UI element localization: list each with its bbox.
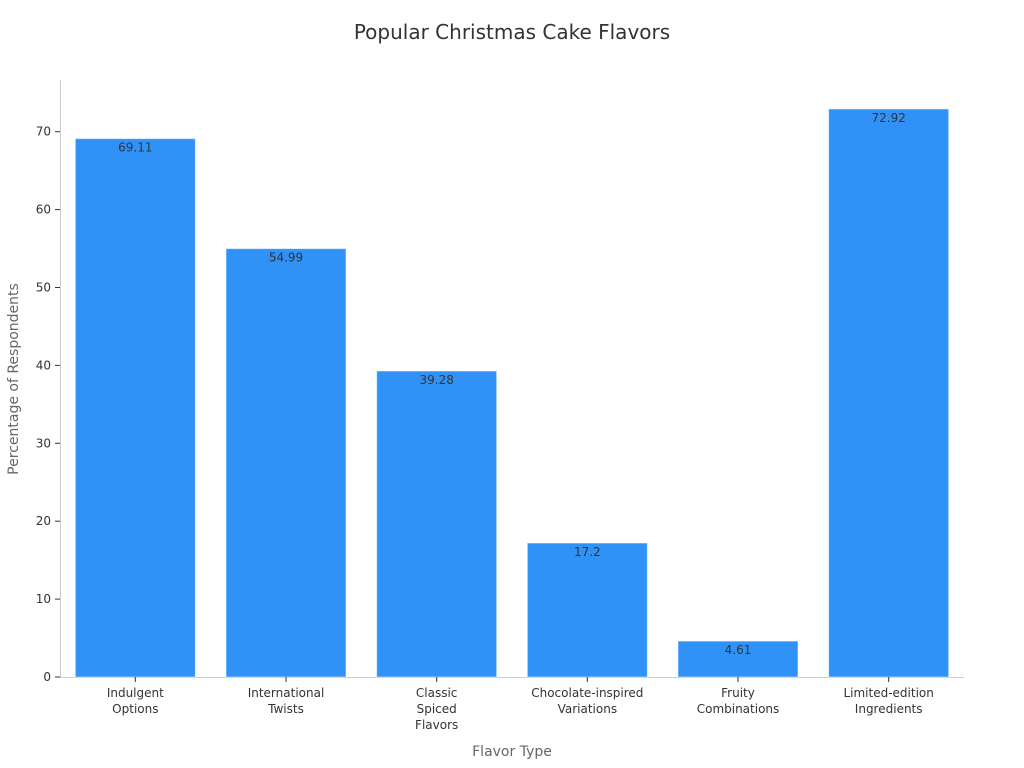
bar-data-label: 54.99 [269,251,303,265]
bar-data-label: 72.92 [871,111,905,125]
bar-data-label: 4.61 [725,643,752,657]
y-tick-label: 20 [36,514,51,528]
x-tick-label: Limited-edition Ingredients [843,686,933,716]
x-tick-label-line: Fruity [721,686,755,700]
data-labels: 69.11 54.99 39.28 17.2 4.61 72.92 [118,111,906,657]
x-tick-label-line: Twists [267,702,304,716]
bar[interactable] [526,542,648,678]
x-tick-label-line: Variations [558,702,618,716]
y-tick-label: 60 [36,203,51,217]
bar[interactable] [225,248,347,678]
bar[interactable] [376,370,498,678]
y-tick-label: 10 [36,592,51,606]
x-ticks: Indulgent Options International Twists Class… [107,677,934,732]
bar-data-label: 17.2 [574,545,601,559]
x-tick-label-line: Classic [416,686,458,700]
y-tick-label: 70 [36,125,51,139]
x-tick-label-line: Limited-edition [843,686,933,700]
bars [74,108,950,678]
bar[interactable] [677,640,799,678]
bar[interactable] [74,138,196,678]
axes [60,80,964,678]
x-tick-label-line: Combinations [697,702,780,716]
bar-data-label: 39.28 [419,373,453,387]
x-tick-label: Fruity Combinations [697,686,780,716]
x-tick-label-line: Indulgent [107,686,164,700]
x-tick-label-line: Spiced [417,702,457,716]
y-tick-label: 50 [36,281,51,295]
x-tick-label: Classic Spiced Flavors [415,686,458,732]
x-tick-label: Chocolate-inspired Variations [531,686,643,716]
x-tick-label: International Twists [248,686,325,716]
y-axis-title: Percentage of Respondents [6,283,22,475]
x-tick-label-line: Options [112,702,158,716]
chart-title: Popular Christmas Cake Flavors [353,20,671,44]
x-tick-label-line: International [248,686,325,700]
x-tick-label-line: Ingredients [855,702,923,716]
y-tick-label: 30 [36,436,51,450]
x-tick-label-line: Chocolate-inspired [531,686,643,700]
y-tick-label: 40 [36,358,51,372]
y-ticks: 0 10 20 30 40 50 60 70 [36,125,60,684]
x-tick-label-line: Flavors [415,718,458,732]
x-tick-label: Indulgent Options [107,686,164,716]
bar-data-label: 69.11 [118,141,152,155]
bar[interactable] [828,108,950,678]
x-axis-title: Flavor Type [472,744,552,760]
y-tick-label: 0 [43,670,51,684]
